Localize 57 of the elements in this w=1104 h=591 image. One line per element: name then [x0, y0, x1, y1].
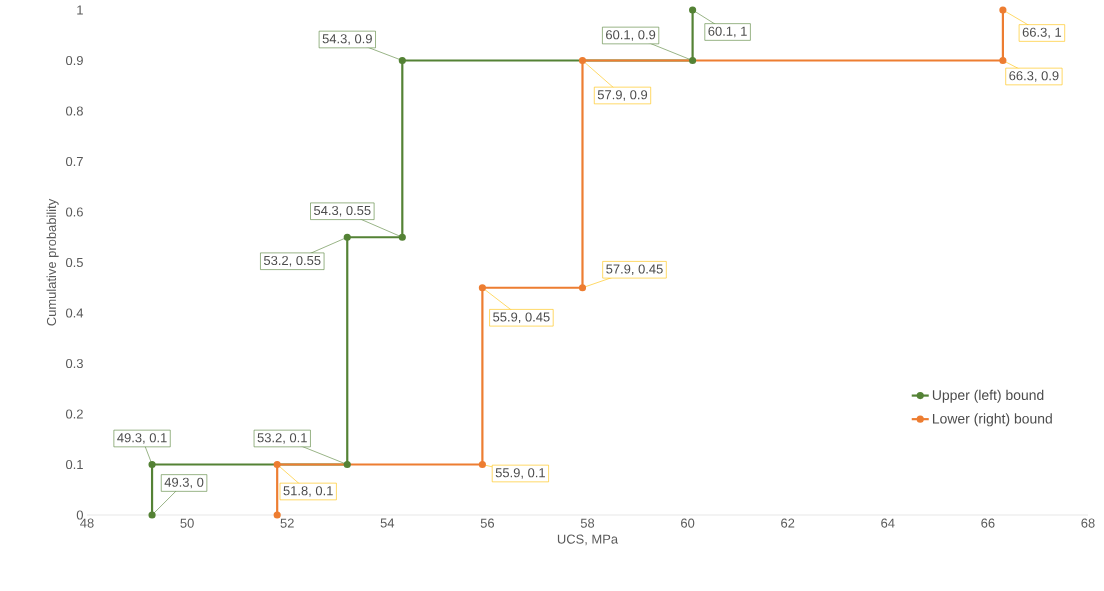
x-tick-label: 66: [981, 518, 995, 528]
x-tick-label: 48: [80, 518, 94, 528]
y-tick-label: 0.7: [65, 156, 83, 167]
x-tick-label: 56: [480, 518, 495, 528]
data-label: 66.3, 0.9: [1009, 71, 1059, 82]
point: [343, 233, 351, 241]
point: [999, 56, 1007, 65]
point: [478, 460, 486, 469]
point: [343, 460, 351, 469]
data-label: 51.8, 0.1: [283, 486, 333, 497]
point: [148, 511, 156, 519]
data-label: 57.9, 0.45: [606, 264, 663, 276]
x-tick-label: 62: [781, 518, 795, 528]
y-tick-label: 0.8: [65, 106, 83, 116]
point: [273, 460, 281, 469]
x-tick-label: 52: [280, 518, 294, 528]
data-label: 49.3, 0.1: [117, 433, 167, 444]
data-label: 60.1, 1: [708, 26, 747, 38]
data-label: 53.2, 0.1: [257, 433, 307, 444]
point: [398, 56, 406, 65]
data-label: 55.9, 0.1: [495, 468, 545, 479]
point: [578, 56, 587, 65]
x-tick-label: 68: [1081, 518, 1095, 528]
y-tick-label: 0.1: [65, 459, 83, 470]
legend-label: Lower (right) bound: [932, 413, 1052, 427]
data-label: 49.3, 0: [164, 477, 204, 489]
point: [398, 233, 406, 241]
data-label: 60.1, 0.9: [606, 30, 656, 41]
y-tick-label: 1: [77, 5, 83, 15]
data-label: 66.3, 1: [1022, 27, 1062, 39]
y-tick-label: 0: [76, 510, 83, 520]
data-label: 57.9, 0.9: [597, 90, 648, 101]
point: [999, 6, 1007, 14]
point: [689, 56, 697, 65]
point: [478, 284, 486, 292]
x-tick-label: 54: [380, 518, 395, 528]
data-label: 55.9, 0.45: [493, 312, 550, 324]
x-axis-title: UCS, MPa: [557, 534, 619, 546]
data-label: 53.2, 0.55: [263, 255, 321, 267]
point: [578, 284, 587, 292]
y-tick-label: 0.6: [65, 207, 83, 217]
y-tick-label: 0.5: [65, 257, 83, 268]
x-tick-label: 64: [881, 518, 895, 528]
y-tick-label: 0.3: [65, 358, 83, 369]
data-label: 54.3, 0.9: [322, 34, 372, 45]
y-tick-label: 0.4: [65, 308, 84, 318]
point: [273, 511, 281, 519]
point: [148, 460, 156, 469]
y-tick-label: 0.2: [65, 409, 83, 419]
y-tick-label: 0.9: [65, 55, 83, 66]
point: [689, 6, 697, 14]
x-tick-label: 58: [580, 518, 595, 528]
x-tick-label: 60: [681, 518, 695, 528]
data-label: 54.3, 0.55: [314, 205, 371, 217]
y-axis-title: Cumulative probability: [46, 198, 59, 326]
x-tick-label: 50: [180, 518, 194, 528]
legend-label: Upper (left) bound: [932, 389, 1044, 403]
